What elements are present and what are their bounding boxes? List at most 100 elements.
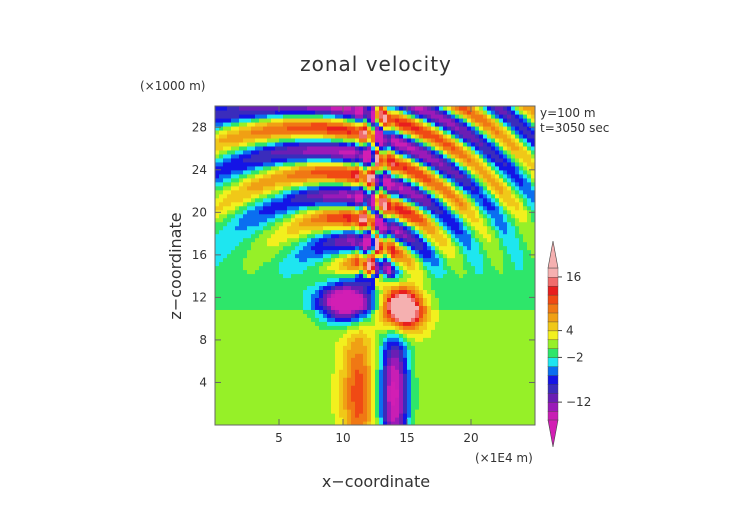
field-cell	[283, 293, 288, 298]
field-cell	[271, 197, 276, 203]
field-cell	[255, 177, 260, 183]
field-cell	[435, 113, 440, 119]
field-cell	[227, 357, 232, 362]
field-cell	[343, 129, 348, 135]
field-cell	[451, 297, 456, 302]
field-cell	[443, 189, 448, 195]
field-cell	[363, 349, 368, 354]
field-cell	[347, 153, 352, 159]
field-cell	[291, 305, 296, 310]
field-cell	[379, 385, 384, 390]
field-cell	[407, 253, 412, 259]
field-cell	[259, 385, 264, 390]
field-cell	[447, 417, 452, 422]
field-cell	[243, 169, 248, 175]
field-cell	[215, 345, 220, 350]
field-cell	[371, 201, 376, 207]
field-cell	[407, 353, 412, 358]
field-cell	[235, 261, 240, 267]
field-cell	[387, 185, 392, 191]
field-cell	[411, 253, 416, 259]
field-cell	[335, 261, 340, 267]
field-cell	[303, 153, 308, 159]
field-cell	[247, 213, 252, 219]
field-cell	[295, 273, 300, 279]
field-cell	[339, 325, 344, 330]
field-cell	[335, 285, 340, 291]
field-cell	[343, 253, 348, 259]
field-cell	[319, 273, 324, 279]
field-cell	[335, 277, 340, 283]
field-cell	[235, 389, 240, 394]
field-cell	[287, 277, 292, 283]
field-cell	[371, 181, 376, 187]
field-cell	[363, 317, 368, 322]
field-cell	[431, 393, 436, 398]
field-cell	[283, 221, 288, 227]
field-cell	[403, 373, 408, 378]
field-cell	[315, 221, 320, 227]
field-cell	[363, 157, 368, 163]
field-cell	[291, 209, 296, 215]
field-cell	[415, 229, 420, 235]
field-cell	[303, 269, 308, 275]
field-cell	[267, 185, 272, 191]
field-cell	[295, 269, 300, 275]
field-cell	[255, 197, 260, 203]
field-cell	[215, 409, 220, 414]
field-cell	[255, 157, 260, 163]
field-cell	[407, 397, 412, 402]
field-cell	[295, 185, 300, 191]
field-cell	[263, 389, 268, 394]
field-cell	[231, 249, 236, 255]
field-cell	[427, 109, 432, 115]
field-cell	[339, 117, 344, 123]
field-cell	[295, 385, 300, 390]
field-cell	[387, 117, 392, 123]
field-cell	[351, 253, 356, 259]
field-cell	[303, 181, 308, 187]
field-cell	[279, 181, 284, 187]
field-cell	[227, 313, 232, 318]
field-cell	[263, 397, 268, 402]
field-cell	[351, 257, 356, 263]
field-cell	[339, 253, 344, 259]
field-cell	[439, 117, 444, 123]
field-cell	[311, 169, 316, 175]
field-cell	[275, 261, 280, 267]
field-cell	[319, 401, 324, 406]
field-cell	[443, 221, 448, 227]
field-cell	[319, 197, 324, 203]
field-cell	[371, 281, 376, 287]
field-cell	[399, 345, 404, 350]
field-cell	[339, 317, 344, 322]
field-cell	[271, 257, 276, 263]
field-cell	[251, 329, 256, 334]
field-cell	[419, 401, 424, 406]
field-cell	[443, 321, 448, 326]
field-cell	[463, 397, 468, 402]
field-cell	[363, 293, 368, 298]
field-cell	[403, 225, 408, 231]
field-cell	[327, 165, 332, 171]
field-cell	[259, 165, 264, 171]
field-cell	[383, 225, 388, 231]
field-cell	[227, 265, 232, 271]
field-cell	[235, 277, 240, 283]
field-cell	[271, 225, 276, 231]
field-cell	[403, 149, 408, 155]
field-cell	[351, 161, 356, 167]
field-cell	[419, 365, 424, 370]
field-cell	[395, 385, 400, 390]
field-cell	[359, 217, 364, 223]
field-cell	[227, 321, 232, 326]
field-cell	[331, 197, 336, 203]
field-cell	[343, 277, 348, 283]
field-cell	[323, 261, 328, 267]
field-cell	[251, 345, 256, 350]
field-cell	[259, 257, 264, 263]
field-cell	[219, 197, 224, 203]
field-cell	[255, 133, 260, 139]
field-cell	[327, 385, 332, 390]
field-cell	[283, 389, 288, 394]
